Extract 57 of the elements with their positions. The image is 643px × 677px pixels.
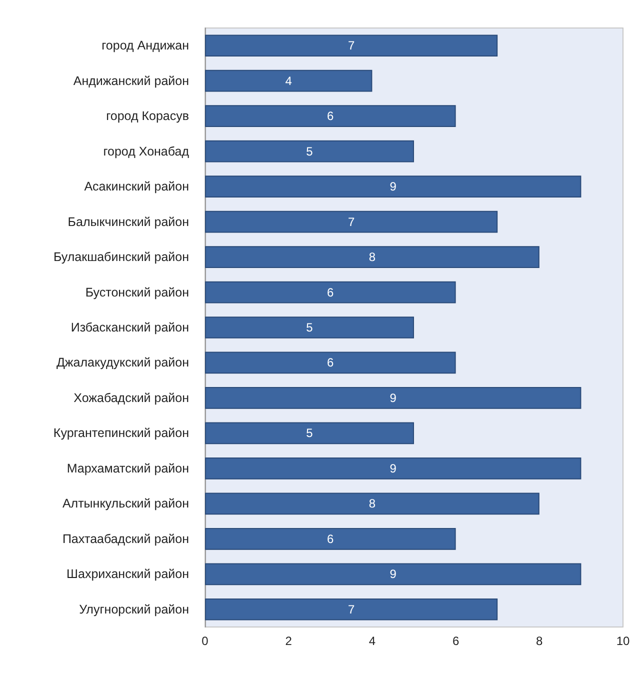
y-tick-label: Алтынкульский район [62,496,190,511]
y-tick-label: Кургантепинский район [53,426,190,440]
y-tick-label: Избасканский район [70,320,190,334]
data-label: 5 [306,320,314,334]
bar [205,210,498,233]
bar [205,316,414,338]
bar [205,281,456,304]
x-tick-label: 2 [285,634,292,648]
bar [205,246,540,268]
data-label: 7 [348,214,355,229]
x-tick-label: 4 [368,634,376,648]
data-label: 4 [285,74,292,88]
data-label: 6 [327,285,334,300]
y-tick-label: Пахтаабадский район [62,532,190,546]
data-label: 6 [327,109,334,124]
bar [205,105,456,128]
bar [205,70,372,92]
data-label: 7 [348,38,355,53]
y-tick-label: Андижанский район [73,74,190,88]
bar [205,34,498,57]
y-tick-label: Мархаматский район [66,461,190,476]
y-tick-label: город Хонабад [103,144,190,158]
data-label: 5 [306,144,314,158]
bar [205,563,582,586]
data-label: 9 [390,180,397,194]
data-label: 6 [327,532,334,546]
y-tick-label: Бустонский район [85,285,190,300]
bar [205,140,414,162]
y-tick-label: город Андижан [102,38,190,53]
y-tick-label: Улугнорский район [79,602,190,616]
y-tick-label: Асакинский район [84,180,190,194]
data-label: 7 [348,602,355,616]
bar [205,458,582,480]
bar [205,387,582,409]
data-label: 9 [390,390,397,405]
bar [205,598,498,620]
data-label: 6 [327,356,334,370]
x-tick-label: 8 [536,634,544,648]
bar [205,176,582,198]
y-tick-label: Шахриханский район [66,567,190,582]
bar [205,352,456,374]
x-tick-label: 0 [202,634,209,648]
bar [205,422,414,444]
x-tick-label: 10 [616,634,630,648]
data-label: 9 [390,461,397,476]
data-label: 8 [368,496,376,511]
y-tick-label: город Корасув [106,109,190,124]
data-label: 5 [306,426,314,440]
data-label: 8 [368,250,376,264]
y-tick-label: Балыкчинский район [68,214,190,229]
y-tick-label: Булакшабинский район [53,250,190,264]
y-tick-label: Хожабадский район [74,390,190,405]
data-label: 9 [390,567,397,582]
y-tick-label: Джалакудукский район [56,356,190,370]
bar [205,492,540,515]
bar [205,528,456,550]
x-tick-label: 6 [452,634,460,648]
